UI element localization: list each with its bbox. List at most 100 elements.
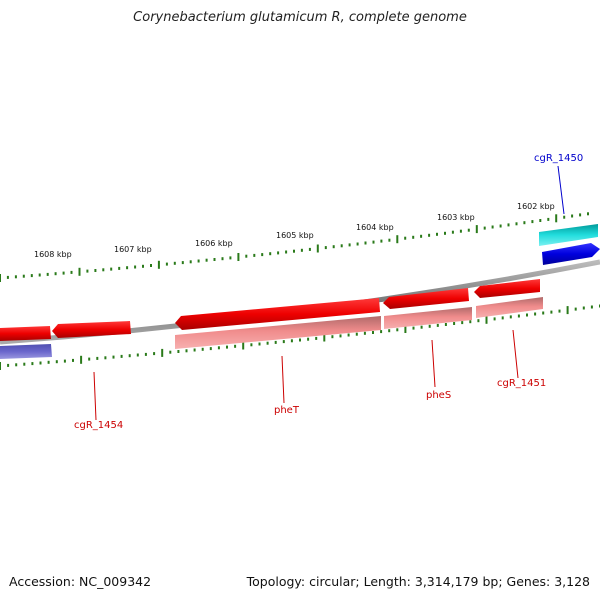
- outer-tick: [499, 224, 502, 228]
- leader-cgR_1454: [93, 371, 97, 421]
- outer-tick: [54, 272, 57, 276]
- outer-tick: [364, 241, 367, 245]
- inner-tick: [542, 311, 545, 315]
- outer-tick: [118, 266, 121, 270]
- inner-tick: [315, 336, 318, 340]
- inner-tick: [177, 350, 180, 353]
- outer-tick: [277, 251, 280, 255]
- outer-scale-ticks: [0, 212, 589, 282]
- inner-tick: [404, 325, 407, 333]
- inner-tick: [307, 337, 310, 341]
- outer-tick: [205, 258, 208, 262]
- outer-tick: [22, 274, 25, 278]
- outer-tick: [134, 265, 137, 269]
- inner-tick: [88, 357, 91, 361]
- label-cgR_1454[interactable]: cgR_1454: [74, 420, 123, 431]
- outer-tick: [475, 225, 478, 234]
- outer-tick: [94, 269, 97, 272]
- outer-tick: [197, 259, 200, 263]
- inner-tick: [396, 328, 399, 332]
- outer-tick: [420, 234, 423, 238]
- inner-tick: [380, 330, 383, 334]
- rna-bar-cgR_1451: [476, 297, 543, 318]
- inner-tick: [347, 333, 350, 337]
- outer-tick: [507, 223, 510, 227]
- gene-cgR_1454-arrow[interactable]: [52, 321, 131, 338]
- inner-tick: [444, 323, 447, 326]
- inner-tick: [120, 354, 123, 358]
- inner-tick: [31, 362, 34, 366]
- inner-tick: [558, 309, 561, 313]
- outer-tick: [348, 243, 351, 247]
- inner-tick: [566, 306, 569, 315]
- outer-tick: [14, 275, 17, 279]
- inner-tick: [15, 363, 18, 367]
- inner-tick: [144, 352, 147, 356]
- inner-tick: [526, 313, 528, 317]
- inner-tick: [436, 323, 439, 327]
- inner-tick: [274, 340, 277, 344]
- outer-tick: [78, 267, 81, 276]
- outer-tick: [388, 238, 391, 242]
- gene-cgR_1450-cyan-feature[interactable]: [539, 224, 598, 246]
- outer-tick: [459, 229, 462, 233]
- inner-scale-ticks: [0, 304, 600, 370]
- inner-tick: [128, 354, 131, 358]
- gene-left-purple-bar[interactable]: [0, 344, 52, 359]
- outer-tick: [181, 261, 184, 265]
- accession-text: Accession: NC_009342: [9, 574, 152, 589]
- scale-label-1607: 1607 kbp: [114, 245, 152, 254]
- inner-tick: [169, 350, 172, 354]
- outer-tick: [491, 225, 494, 229]
- map-title: Corynebacterium glutamicum R, complete g…: [133, 10, 467, 25]
- outer-tick: [269, 252, 272, 256]
- outer-tick: [213, 258, 216, 261]
- inner-tick: [372, 331, 374, 334]
- inner-tick: [363, 331, 366, 335]
- outer-tick: [467, 228, 470, 232]
- outer-tick: [110, 267, 113, 271]
- scale-label-1602: 1602 kbp: [517, 202, 555, 211]
- gene-cgR_1451-arrow[interactable]: [474, 279, 540, 298]
- outer-tick: [316, 244, 319, 253]
- inner-tick: [209, 347, 212, 351]
- gene-left-red-arrow[interactable]: [0, 326, 51, 341]
- leader-cgR_1451: [512, 329, 519, 379]
- outer-tick: [253, 253, 256, 257]
- inner-tick: [420, 325, 423, 329]
- outer-tick: [404, 236, 407, 240]
- inner-tick: [104, 356, 107, 360]
- outer-tick: [86, 269, 89, 273]
- gene-pheT-arrow[interactable]: [175, 298, 380, 330]
- outer-tick: [261, 253, 264, 257]
- inner-tick: [63, 359, 66, 363]
- gene-cgR_1450-arrow[interactable]: [542, 243, 600, 265]
- outer-tick: [444, 231, 446, 235]
- outer-tick: [189, 260, 192, 264]
- outer-tick: [523, 221, 526, 225]
- label-pheS[interactable]: pheS: [426, 390, 451, 401]
- inner-tick: [153, 352, 156, 356]
- inner-tick: [96, 356, 99, 360]
- inner-tick: [582, 306, 585, 310]
- inner-tick: [469, 320, 472, 324]
- outer-tick: [38, 273, 41, 277]
- outer-tick: [285, 250, 288, 254]
- label-cgR_1450[interactable]: cgR_1450: [534, 153, 583, 164]
- outer-tick: [157, 260, 160, 269]
- outer-tick: [340, 244, 343, 248]
- inner-tick: [331, 335, 334, 339]
- gene-pheS-arrow[interactable]: [383, 288, 469, 309]
- scale-label-1604: 1604 kbp: [356, 223, 394, 232]
- inner-tick: [185, 349, 188, 353]
- label-cgR_1451[interactable]: cgR_1451: [497, 378, 546, 389]
- label-pheT[interactable]: pheT: [274, 405, 300, 416]
- inner-tick: [477, 319, 480, 323]
- outer-tick: [0, 274, 1, 282]
- inner-tick: [0, 362, 1, 370]
- outer-tick: [380, 239, 383, 243]
- outer-tick: [221, 257, 224, 261]
- scale-label-1605: 1605 kbp: [276, 231, 314, 240]
- inner-tick: [485, 315, 488, 324]
